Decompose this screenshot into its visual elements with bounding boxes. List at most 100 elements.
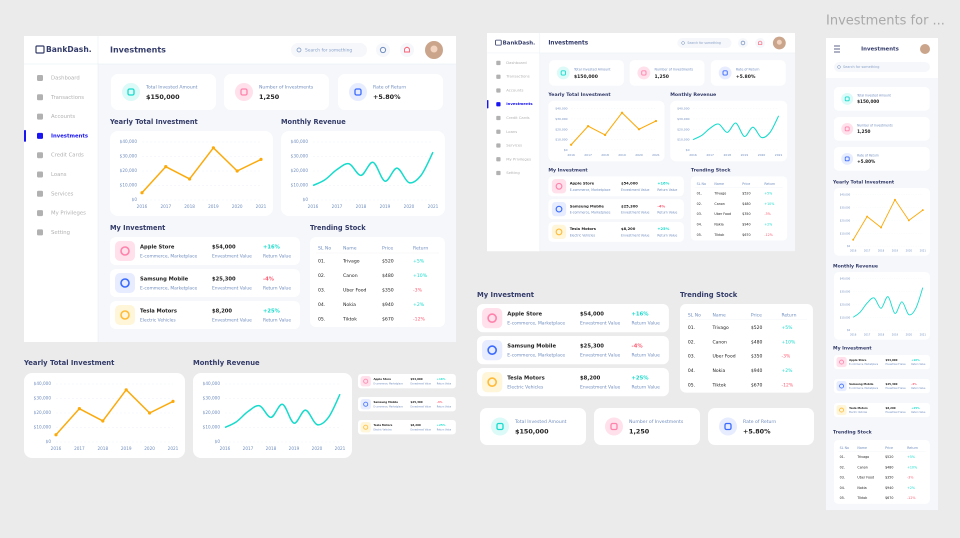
point xyxy=(211,146,215,150)
table-cell: Canon xyxy=(343,273,358,279)
nav-item[interactable]: Credit Cards xyxy=(51,153,84,159)
avatar[interactable] xyxy=(920,44,930,54)
y-tick-label: $20,000 xyxy=(555,127,567,131)
company-category: E-commerce, Marketplace xyxy=(570,211,611,215)
x-tick-label: 2021 xyxy=(775,153,783,157)
card xyxy=(549,60,624,86)
investment-value-label: Envestment Value xyxy=(886,387,907,390)
section-title: My Investment xyxy=(477,291,535,299)
notifications-button[interactable] xyxy=(755,37,766,48)
column-header: Return xyxy=(781,312,796,318)
stat-value: $150,000 xyxy=(574,74,598,80)
company-category: E-commerce, Marketplace xyxy=(507,353,565,359)
company-icon-bg xyxy=(360,376,371,387)
investment-row: Apple Store E-commerce, Marketplace $54,00… xyxy=(110,237,300,265)
stat-icon-bg xyxy=(841,122,854,135)
column-header: Name xyxy=(714,182,724,186)
company-category: E-commerce, Marketplace xyxy=(140,254,198,260)
settings-button[interactable] xyxy=(376,43,390,57)
y-tick-label: $40,000 xyxy=(34,381,52,386)
x-tick-label: 2017 xyxy=(706,153,714,157)
nav-item[interactable]: Dashboard xyxy=(51,76,80,82)
nav-item[interactable]: Services xyxy=(51,191,74,197)
settings-button[interactable] xyxy=(737,37,748,48)
column-header: Price xyxy=(751,312,762,318)
nav-item[interactable]: Loans xyxy=(51,172,67,178)
y-tick-label: $30,000 xyxy=(120,154,138,159)
investment-row: Apple Store E-commerce, Marketplace $54,00… xyxy=(548,176,684,197)
investment-value-label: Envestment Value xyxy=(212,318,252,324)
company-icon-bg xyxy=(482,340,503,361)
nav-item[interactable]: Setting xyxy=(506,171,520,175)
investment-value: $54,000 xyxy=(580,312,604,318)
stat-icon xyxy=(354,88,362,96)
nav-item[interactable]: Dashboard xyxy=(506,61,527,65)
nav-item[interactable]: Setting xyxy=(51,230,70,236)
company-icon-bg xyxy=(836,405,847,416)
company-icon-bg xyxy=(360,399,371,410)
search-box[interactable] xyxy=(291,43,367,57)
x-tick-label: 2021 xyxy=(168,446,179,451)
company-icon xyxy=(487,313,497,323)
return-label: Return Value xyxy=(911,411,926,414)
nav-item[interactable]: Transactions xyxy=(505,75,530,79)
company-icon-bg xyxy=(836,357,847,368)
stat-label: Rate of Return xyxy=(857,154,879,158)
search-box[interactable] xyxy=(834,62,930,72)
table-cell: Tiktok xyxy=(342,317,357,323)
nav-item[interactable]: Investments xyxy=(506,102,533,106)
company-icon-bg xyxy=(551,179,567,194)
company-name: Tesla Motors xyxy=(507,376,544,382)
nav-item[interactable]: My Privileges xyxy=(506,157,531,161)
table-cell: 04. xyxy=(318,302,325,308)
column-header: SL No xyxy=(688,312,701,318)
section-title: Trending Stock xyxy=(833,430,873,436)
sidebar-bg xyxy=(24,36,98,342)
nav-icon xyxy=(496,157,501,162)
investment-value: $54,000 xyxy=(886,358,898,362)
table-cell: Trivago xyxy=(856,455,869,459)
point xyxy=(866,215,869,218)
search-box[interactable] xyxy=(677,37,732,48)
y-tick-label: $20,000 xyxy=(120,168,138,173)
stat-card: Rate of Return +5.80% xyxy=(710,60,786,86)
card xyxy=(548,100,665,162)
x-tick-label: 2021 xyxy=(920,248,927,252)
point xyxy=(921,209,924,212)
company-name: Samsung Mobile xyxy=(570,204,605,208)
return-value: +16% xyxy=(632,312,650,318)
point xyxy=(637,128,641,131)
x-tick-label: 2021 xyxy=(652,153,660,157)
nav-item[interactable]: Transactions xyxy=(50,95,84,101)
stat-wrap: Total Invested Amount$150,000 xyxy=(834,87,930,111)
nav-item[interactable]: Investments xyxy=(51,133,88,139)
x-tick-label: 2021 xyxy=(428,204,439,209)
card xyxy=(224,74,329,110)
x-tick-label: 2016 xyxy=(220,446,231,451)
nav-item[interactable]: Accounts xyxy=(51,114,75,120)
stat-icon xyxy=(641,70,647,76)
card xyxy=(548,176,684,197)
trending-table: SL No Name Price Return 01. Trivago $520 +5% 02.… xyxy=(310,237,445,327)
card xyxy=(480,408,586,445)
notifications-button[interactable] xyxy=(400,43,414,57)
return-value: +16% xyxy=(437,377,446,381)
search-placeholder: Search for something xyxy=(687,41,721,45)
table-cell: $350 xyxy=(742,212,750,216)
nav-item[interactable]: Loans xyxy=(506,130,517,134)
nav-icon xyxy=(496,129,501,134)
investment-value-label: Envestment Value xyxy=(580,385,620,391)
stat-icon-bg xyxy=(719,417,737,436)
chart-wrap: $0 $10,000 $20,000 $30,000 $40,000 2016 2017 20… xyxy=(834,272,930,340)
table-cell: Uber Food xyxy=(713,354,736,360)
nav-item[interactable]: Credit Cards xyxy=(506,116,529,120)
y-tick-label: $20,000 xyxy=(203,410,221,415)
nav-item[interactable]: Accounts xyxy=(506,88,523,92)
nav-item[interactable]: Services xyxy=(506,144,522,148)
company-name: Apple Store xyxy=(570,181,595,185)
stat-icon-bg xyxy=(637,66,651,80)
company-icon xyxy=(487,345,497,355)
stat-icon-bg xyxy=(556,66,570,80)
nav-item[interactable]: My Privileges xyxy=(51,211,86,217)
